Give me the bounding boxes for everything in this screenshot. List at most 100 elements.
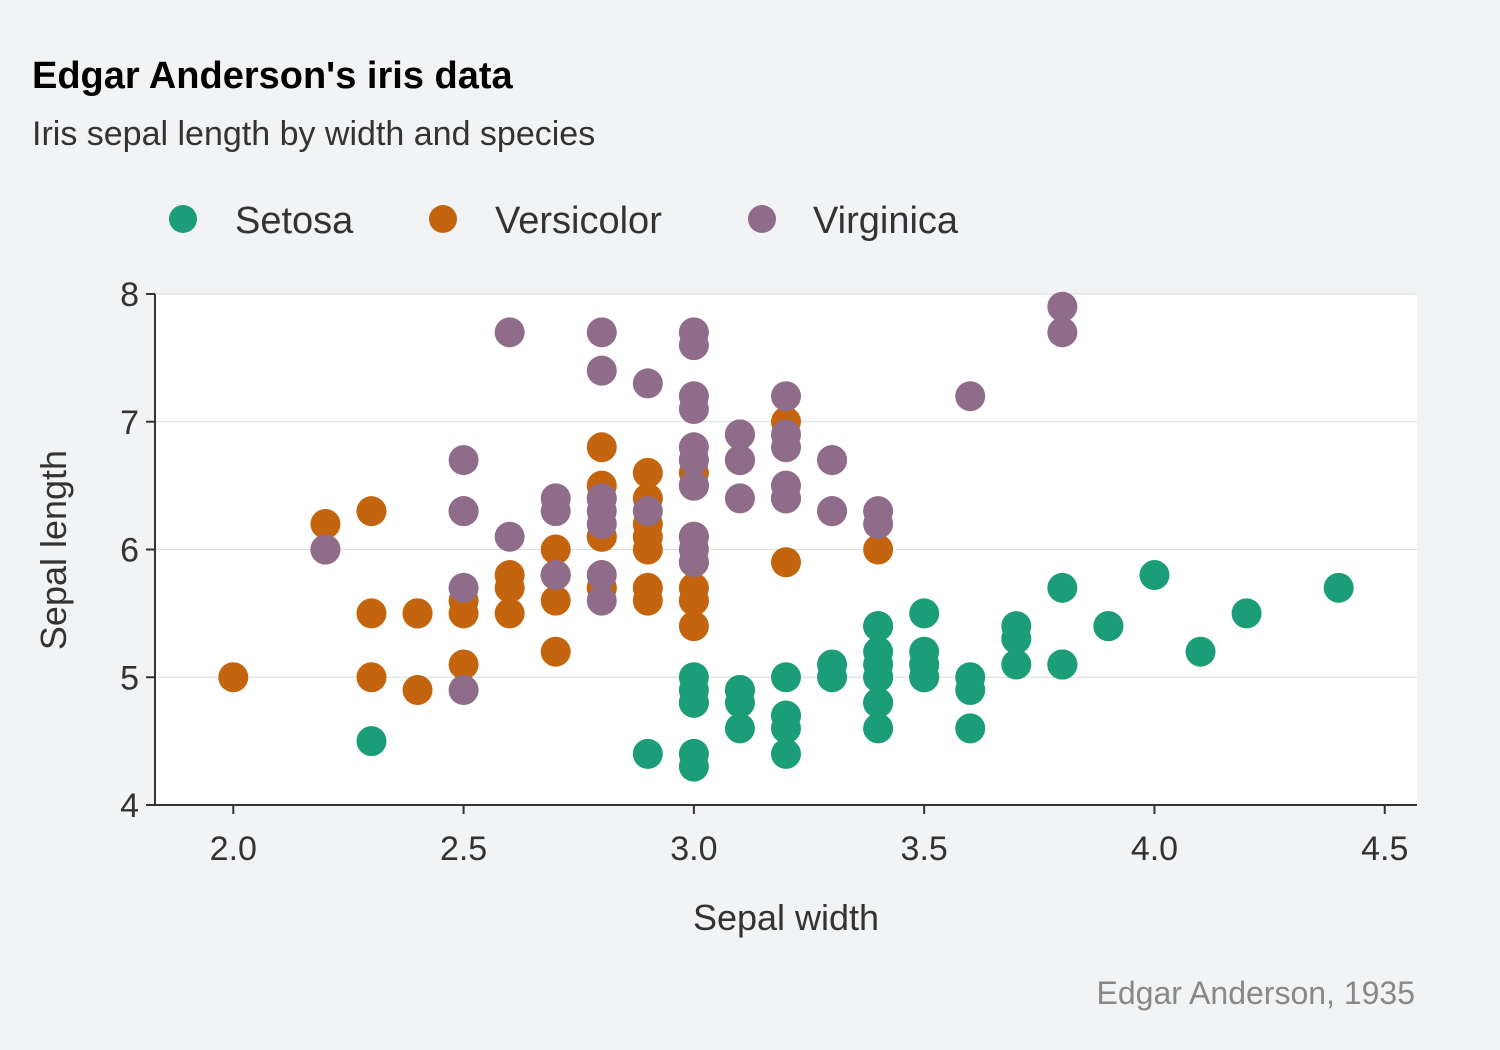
- point-setosa: [863, 611, 894, 642]
- y-axis-title: Sepal length: [33, 450, 74, 650]
- chart-subtitle: Iris sepal length by width and species: [32, 115, 595, 153]
- x-tick-label: 3.5: [901, 830, 948, 868]
- point-setosa: [678, 738, 709, 769]
- point-versicolor: [678, 572, 709, 603]
- legend-swatch-versicolor: [429, 205, 457, 233]
- point-virginica: [724, 419, 755, 450]
- point-virginica: [540, 560, 571, 591]
- point-setosa: [678, 687, 709, 718]
- point-versicolor: [402, 675, 433, 706]
- point-virginica: [1047, 291, 1078, 322]
- point-virginica: [632, 496, 663, 527]
- point-setosa: [817, 662, 848, 693]
- legend: Setosa Versicolor Virginica: [169, 200, 959, 242]
- x-tick-label: 4.5: [1361, 830, 1408, 868]
- point-virginica: [678, 547, 709, 578]
- y-tick-label: 5: [120, 659, 139, 697]
- point-setosa: [678, 662, 709, 693]
- point-setosa: [863, 649, 894, 680]
- x-axis-title: Sepal width: [693, 897, 879, 938]
- point-versicolor: [632, 572, 663, 603]
- point-virginica: [494, 317, 525, 348]
- series-virginica: [310, 291, 1078, 706]
- point-setosa: [863, 687, 894, 718]
- y-tick-label: 6: [120, 532, 139, 570]
- point-versicolor: [540, 585, 571, 616]
- point-virginica: [586, 585, 617, 616]
- x-tick-label: 4.0: [1131, 830, 1178, 868]
- x-tick-label: 3.0: [670, 830, 717, 868]
- point-virginica: [586, 560, 617, 591]
- point-versicolor: [402, 598, 433, 629]
- point-virginica: [771, 381, 801, 412]
- point-versicolor: [494, 560, 525, 591]
- point-virginica: [817, 496, 848, 527]
- point-virginica: [1047, 317, 1078, 348]
- x-ticks: 2.0 2.5 3.0 3.5 4.0 4.5: [210, 805, 1408, 868]
- point-setosa: [1001, 623, 1032, 654]
- point-virginica: [448, 496, 479, 527]
- chart-title: Edgar Anderson's iris data: [32, 55, 514, 97]
- point-versicolor: [632, 457, 663, 488]
- point-setosa: [724, 675, 755, 706]
- point-virginica: [771, 483, 801, 514]
- point-versicolor: [586, 432, 617, 463]
- point-versicolor: [448, 598, 479, 629]
- point-setosa: [955, 675, 986, 706]
- point-virginica: [586, 496, 617, 527]
- point-versicolor: [863, 534, 894, 565]
- x-tick-label: 2.5: [440, 830, 487, 868]
- point-virginica: [863, 508, 894, 539]
- point-versicolor: [448, 649, 479, 680]
- point-virginica: [724, 483, 755, 514]
- point-setosa: [1047, 649, 1078, 680]
- point-setosa: [356, 726, 387, 757]
- point-virginica: [586, 317, 617, 348]
- y-tick-label: 7: [120, 404, 139, 442]
- point-setosa: [909, 636, 940, 667]
- point-setosa: [909, 662, 940, 693]
- legend-swatch-setosa: [169, 205, 197, 233]
- point-virginica: [678, 445, 709, 476]
- y-ticks: 4 5 6 7 8: [120, 276, 155, 825]
- point-virginica: [955, 381, 986, 412]
- point-virginica: [678, 381, 709, 412]
- point-virginica: [678, 470, 709, 501]
- point-setosa: [1139, 560, 1170, 591]
- point-setosa: [1323, 572, 1354, 603]
- point-virginica: [724, 445, 755, 476]
- point-virginica: [771, 432, 801, 463]
- point-virginica: [586, 355, 617, 386]
- x-tick-label: 2.0: [210, 830, 257, 868]
- point-setosa: [771, 713, 801, 744]
- point-setosa: [724, 713, 755, 744]
- point-setosa: [1231, 598, 1262, 629]
- y-tick-label: 4: [120, 787, 139, 825]
- point-setosa: [632, 738, 663, 769]
- point-setosa: [1001, 649, 1032, 680]
- legend-swatch-virginica: [748, 205, 776, 233]
- point-setosa: [771, 662, 801, 693]
- point-setosa: [863, 713, 894, 744]
- point-virginica: [448, 675, 479, 706]
- point-setosa: [1185, 636, 1216, 667]
- point-virginica: [310, 534, 341, 565]
- point-versicolor: [632, 534, 663, 565]
- point-virginica: [494, 521, 525, 552]
- point-setosa: [1047, 572, 1078, 603]
- point-virginica: [540, 496, 571, 527]
- legend-label-setosa: Setosa: [235, 200, 354, 242]
- point-versicolor: [540, 534, 571, 565]
- point-versicolor: [218, 662, 249, 693]
- chart-caption: Edgar Anderson, 1935: [1097, 975, 1415, 1011]
- point-versicolor: [356, 662, 387, 693]
- point-versicolor: [678, 611, 709, 642]
- point-virginica: [448, 572, 479, 603]
- point-versicolor: [771, 547, 801, 578]
- point-versicolor: [356, 598, 387, 629]
- point-versicolor: [494, 598, 525, 629]
- point-setosa: [771, 738, 801, 769]
- point-virginica: [817, 445, 848, 476]
